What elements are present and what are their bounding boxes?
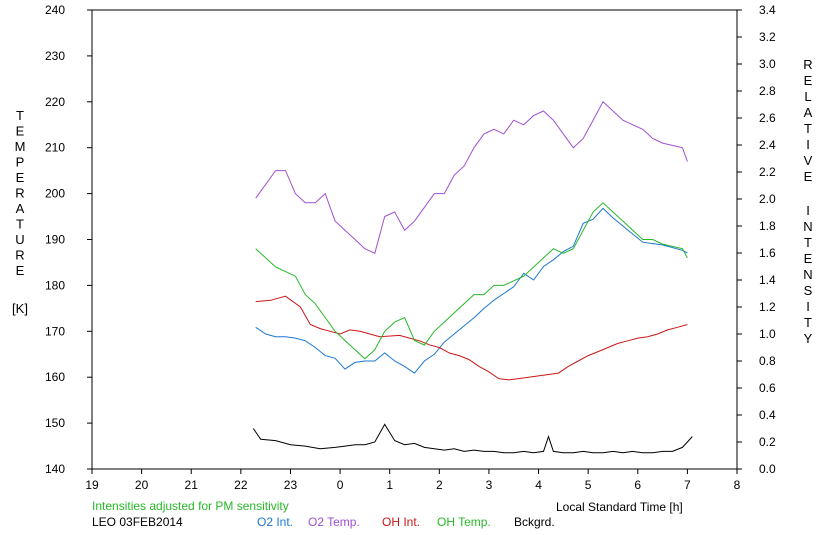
x-tick-label: 3 <box>486 478 493 492</box>
y-left-tick-label: 200 <box>45 187 65 201</box>
y-right-tick-label: 2.4 <box>759 138 776 152</box>
y-axis-right-ticks: 0.0 0.2 0.4 0.6 0.8 1.0 1.2 1.4 1.6 1.8 2.0 2.2 2.4 2… <box>737 3 776 476</box>
y-left-label-letter: E <box>16 170 25 185</box>
y-right-tick-label: 0.4 <box>759 408 776 422</box>
x-tick-label: 4 <box>535 478 542 492</box>
x-axis-label: Local Standard Time [h] <box>556 500 683 514</box>
y-left-tick-label: 180 <box>45 278 65 292</box>
x-tick-label: 1 <box>386 478 393 492</box>
y-axis-left-ticks: 140 150 160 170 180 190 200 210 220 230 240 <box>45 3 92 476</box>
y-right-tick-label: 0.0 <box>759 462 776 476</box>
series-line-0 <box>255 207 688 374</box>
y-right-label-letter: I <box>806 203 810 218</box>
y-left-tick-label: 210 <box>45 141 65 155</box>
y-right-label-letter: I <box>806 299 810 314</box>
y-left-tick-label: 230 <box>45 49 65 63</box>
y-left-label-letter: M <box>15 139 26 154</box>
x-tick-label: 6 <box>634 478 641 492</box>
x-tick-label: 19 <box>85 478 99 492</box>
series-layer <box>252 100 693 454</box>
y-left-tick-label: 220 <box>45 95 65 109</box>
x-tick-label: 5 <box>585 478 592 492</box>
x-tick-label: 20 <box>135 478 149 492</box>
x-axis-ticks: 19 20 21 22 23 0 1 2 3 4 5 6 7 8 <box>85 469 741 492</box>
y-right-tick-label: 3.4 <box>759 3 776 17</box>
y-right-tick-label: 0.6 <box>759 381 776 395</box>
legend-o2-temp: O2 Temp. <box>308 515 360 529</box>
y-left-tick-label: 160 <box>45 370 65 384</box>
y-right-tick-label: 1.8 <box>759 219 776 233</box>
x-tick-label: 22 <box>234 478 248 492</box>
y-right-tick-label: 3.0 <box>759 57 776 71</box>
y-right-tick-label: 1.6 <box>759 246 776 260</box>
x-tick-label: 21 <box>185 478 199 492</box>
series-line-3 <box>255 202 688 360</box>
y-right-label-letter: S <box>804 283 813 298</box>
plot-frame <box>91 9 738 470</box>
station-date: LEO 03FEB2014 <box>92 515 183 529</box>
y-right-tick-label: 2.6 <box>759 111 776 125</box>
y-left-label-letter: T <box>16 108 24 123</box>
y-right-label-letter: N <box>803 219 812 234</box>
y-right-label-letter: T <box>804 315 812 330</box>
y-right-tick-label: 0.2 <box>759 435 776 449</box>
y-right-tick-label: 2.0 <box>759 192 776 206</box>
y-right-label-letter: E <box>804 251 813 266</box>
y-right-tick-label: 1.2 <box>759 300 776 314</box>
y-right-label-letter: L <box>804 89 811 104</box>
y-left-label-letter: E <box>16 124 25 139</box>
y-left-tick-label: 170 <box>45 324 65 338</box>
y-right-label-letter: E <box>804 169 813 184</box>
y-right-label-letter: Y <box>804 331 813 346</box>
legend-background: Bckgrd. <box>514 515 555 529</box>
y-right-label-letter: R <box>803 57 812 72</box>
y-left-label-letter: A <box>16 201 25 216</box>
y-right-label-letter: N <box>803 267 812 282</box>
x-tick-label: 7 <box>684 478 691 492</box>
y-left-label-letter: R <box>15 248 24 263</box>
y-left-tick-label: 140 <box>45 462 65 476</box>
x-tick-label: 2 <box>436 478 443 492</box>
x-tick-label: 23 <box>284 478 298 492</box>
series-line-4 <box>252 423 693 454</box>
y-right-label-letter: V <box>804 153 813 168</box>
series-line-1 <box>255 100 688 255</box>
y-left-label-letter: E <box>16 263 25 278</box>
y-right-tick-label: 2.8 <box>759 84 776 98</box>
y-right-tick-label: 2.2 <box>759 165 776 179</box>
y-right-label-letter: T <box>804 121 812 136</box>
y-left-unit: [K] <box>12 301 28 316</box>
y-right-tick-label: 1.0 <box>759 327 776 341</box>
y-left-tick-label: 190 <box>45 233 65 247</box>
y-left-label-letter: U <box>15 232 24 247</box>
y-left-label-letter: P <box>16 155 25 170</box>
y-right-label-letter: E <box>804 73 813 88</box>
legend-o2-int: O2 Int. <box>257 515 294 529</box>
y-right-label-letter: T <box>804 235 812 250</box>
series-line-2 <box>255 295 688 381</box>
y-right-label-letter: A <box>804 105 813 120</box>
y-right-tick-label: 0.8 <box>759 354 776 368</box>
pm-sensitivity-note: Intensities adjusted for PM sensitivity <box>92 499 289 513</box>
y-right-label-letter: I <box>806 137 810 152</box>
y-right-tick-label: 3.2 <box>759 30 776 44</box>
legend-oh-int: OH Int. <box>382 515 421 529</box>
y-left-label-letter: R <box>15 186 24 201</box>
y-left-label-letter: T <box>16 217 24 232</box>
y-right-tick-label: 1.4 <box>759 273 776 287</box>
y-left-tick-label: 240 <box>45 3 65 17</box>
legend-oh-temp: OH Temp. <box>437 515 491 529</box>
x-tick-label: 8 <box>734 478 741 492</box>
y-left-tick-label: 150 <box>45 416 65 430</box>
x-tick-label: 0 <box>337 478 344 492</box>
